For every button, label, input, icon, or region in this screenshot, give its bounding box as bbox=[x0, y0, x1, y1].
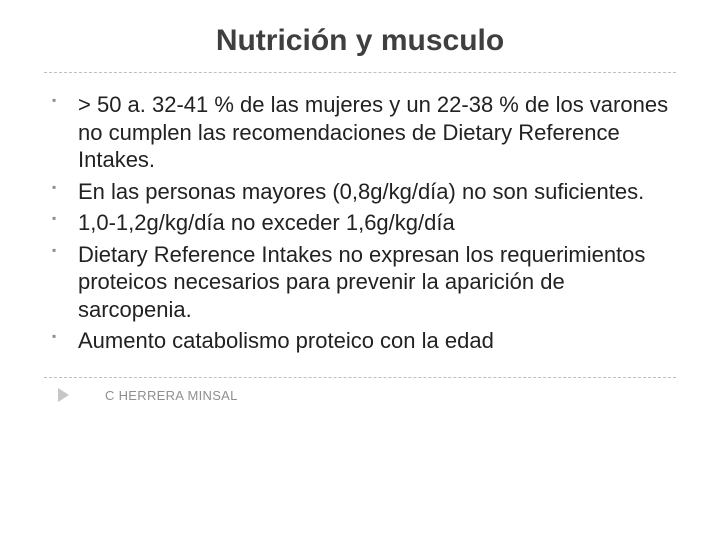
list-item: Aumento catabolismo proteico con la edad bbox=[52, 327, 676, 355]
footer-text: C HERRERA MINSAL bbox=[105, 388, 238, 403]
list-item: > 50 a. 32-41 % de las mujeres y un 22-3… bbox=[52, 91, 676, 174]
bullet-list: > 50 a. 32-41 % de las mujeres y un 22-3… bbox=[44, 91, 676, 355]
list-item: Dietary Reference Intakes no expresan lo… bbox=[52, 241, 676, 324]
title-divider bbox=[44, 72, 676, 73]
slide: Nutrición y musculo > 50 a. 32-41 % de l… bbox=[0, 0, 720, 540]
list-item: En las personas mayores (0,8g/kg/día) no… bbox=[52, 178, 676, 206]
footer-divider bbox=[44, 377, 676, 378]
slide-title: Nutrición y musculo bbox=[44, 24, 676, 58]
arrow-icon bbox=[58, 388, 69, 402]
list-item: 1,0-1,2g/kg/día no exceder 1,6g/kg/día bbox=[52, 209, 676, 237]
footer-row: C HERRERA MINSAL bbox=[44, 388, 676, 403]
